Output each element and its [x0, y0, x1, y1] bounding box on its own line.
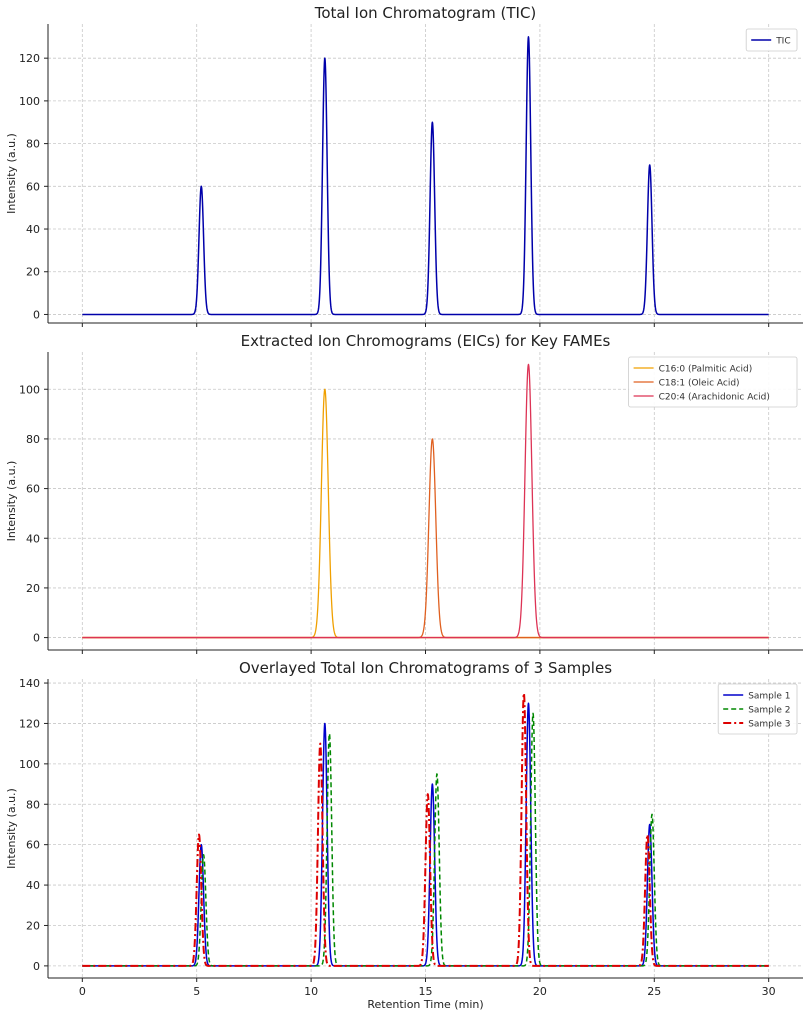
- y-tick-label: 20: [26, 266, 40, 279]
- legend: C16:0 (Palmitic Acid) C18:1 (Oleic Acid) C…: [628, 356, 798, 408]
- legend-label: Sample 1: [748, 692, 790, 702]
- chart-title: Extracted Ion Chromograms (EICs) for Key…: [241, 332, 611, 350]
- y-tick-label: 100: [19, 383, 40, 396]
- y-tick-label: 20: [26, 919, 40, 932]
- legend-label: TIC: [775, 37, 790, 47]
- y-tick-label: 120: [19, 717, 40, 730]
- y-tick-label: 60: [26, 839, 40, 852]
- series-line-1: [81, 36, 770, 316]
- y-axis-label: Intensity (a.u.): [5, 788, 18, 869]
- legend-label: C20:4 (Arachidonic Acid): [659, 393, 770, 403]
- legend-box: [745, 28, 798, 52]
- legend-box: [628, 356, 798, 408]
- y-tick-label: 80: [26, 798, 40, 811]
- series-line-3: [81, 363, 770, 639]
- y-tick-label: 0: [33, 308, 40, 321]
- y-tick-label: 0: [33, 632, 40, 645]
- legend-label: C16:0 (Palmitic Acid): [659, 365, 753, 375]
- y-tick-label: 40: [26, 223, 40, 236]
- y-tick-label: 120: [19, 52, 40, 65]
- panel-3: 0 20 40 60 80 100 120 140 0 5 10 15 20 25 30 Overlayed …: [5, 659, 803, 1011]
- y-tick-label: 80: [26, 433, 40, 446]
- x-axis-label: Retention Time (min): [367, 998, 483, 1011]
- x-tick-label: 5: [193, 985, 200, 998]
- chart-title: Total Ion Chromatogram (TIC): [314, 4, 537, 22]
- chart-title: Overlayed Total Ion Chromatograms of 3 S…: [239, 659, 612, 677]
- y-tick-label: 60: [26, 180, 40, 193]
- y-tick-label: 140: [19, 677, 40, 690]
- panel-1: 0 20 40 60 80 100 120 Total Ion Chromatogram (T…: [5, 4, 803, 327]
- x-tick-label: 15: [419, 985, 433, 998]
- y-tick-label: 0: [33, 960, 40, 973]
- y-tick-label: 20: [26, 582, 40, 595]
- legend-box: [717, 683, 798, 735]
- y-tick-label: 100: [19, 95, 40, 108]
- legend: Sample 1 Sample 2 Sample 3: [717, 683, 798, 735]
- x-tick-label: 25: [647, 985, 661, 998]
- legend: TIC: [745, 28, 798, 52]
- series-line-2: [81, 712, 770, 967]
- y-axis-label: Intensity (a.u.): [5, 461, 18, 542]
- series-line-1: [81, 702, 770, 967]
- y-tick-label: 80: [26, 138, 40, 151]
- y-tick-label: 40: [26, 532, 40, 545]
- legend-label: C18:1 (Oleic Acid): [659, 379, 740, 389]
- series-line-3: [81, 692, 770, 967]
- y-tick-label: 60: [26, 483, 40, 496]
- y-tick-label: 40: [26, 879, 40, 892]
- x-tick-label: 20: [533, 985, 547, 998]
- x-tick-label: 30: [762, 985, 776, 998]
- x-tick-label: 10: [304, 985, 318, 998]
- panel-2: 0 20 40 60 80 100 Extracted Ion Chromograms (E…: [5, 332, 803, 654]
- y-axis-label: Intensity (a.u.): [5, 133, 18, 214]
- legend-label: Sample 3: [748, 720, 790, 730]
- x-tick-label: 0: [79, 985, 86, 998]
- y-tick-label: 100: [19, 758, 40, 771]
- legend-label: Sample 2: [748, 706, 790, 716]
